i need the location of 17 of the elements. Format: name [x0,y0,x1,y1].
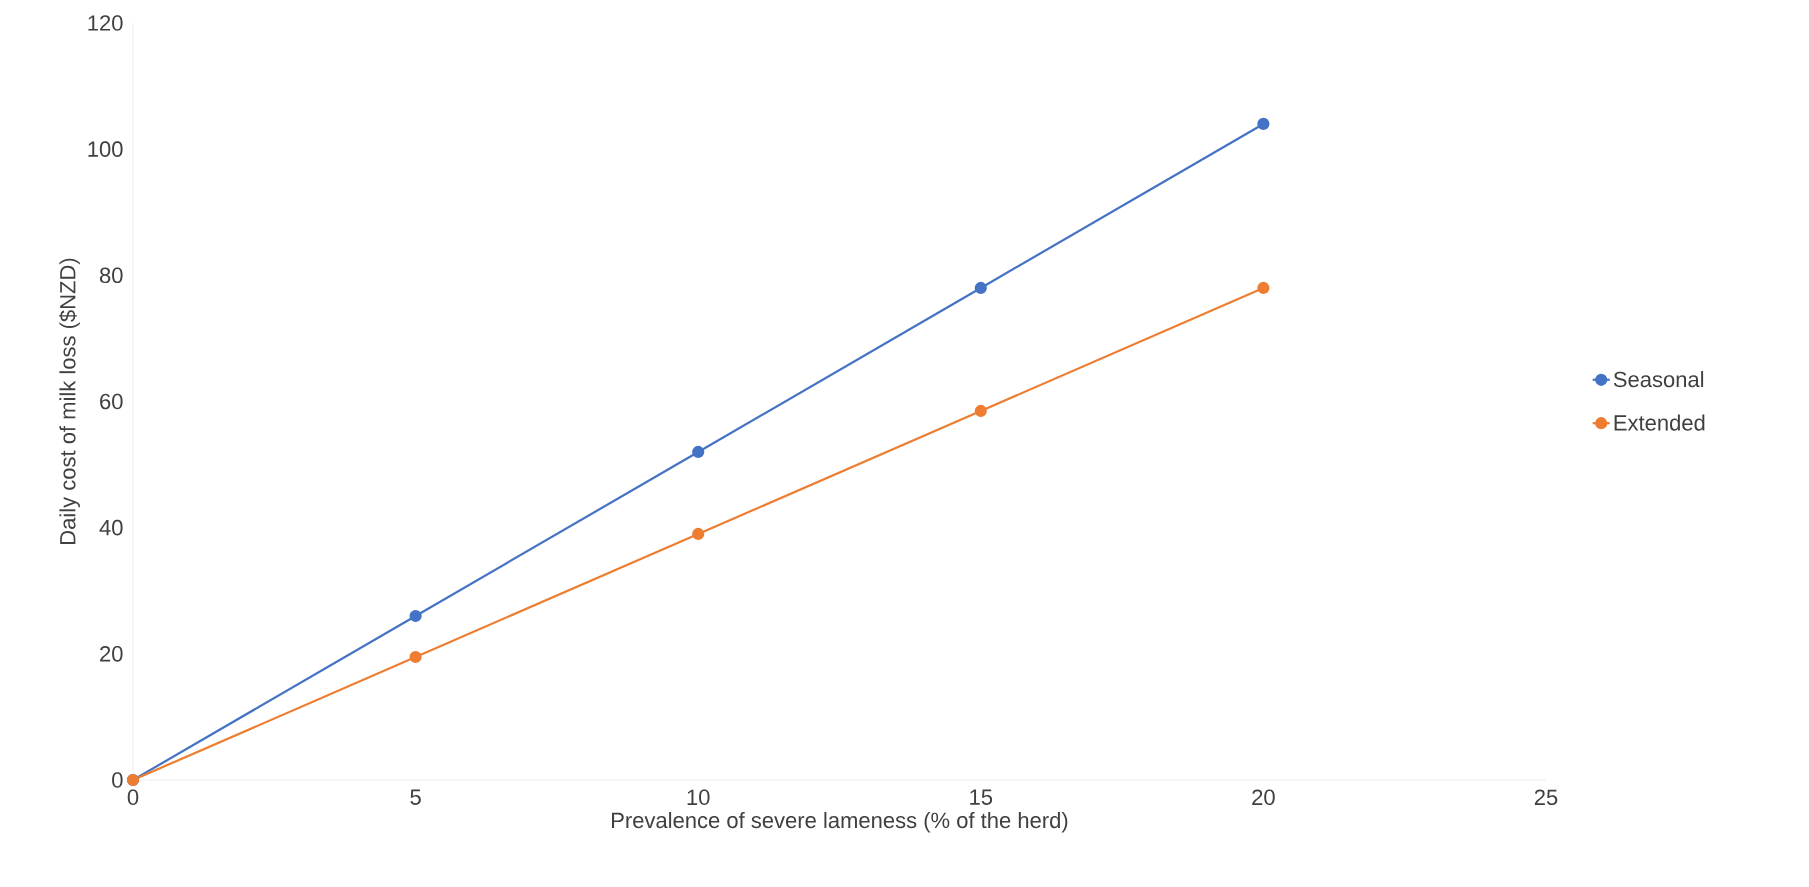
y-tick-label: 20 [100,646,123,662]
x-tick-label: 5 [410,789,421,805]
y-tick-label: 80 [99,267,123,284]
x-tick-label: 15 [970,789,993,805]
x-tick-label: 25 [1534,789,1558,806]
legend-label: Extended [1614,414,1705,431]
y-tick-label: 60 [100,393,123,410]
x-axis-title: Prevalence of severe lameness (% of the herd) [612,811,1068,833]
x-tick-label: 0 [127,789,139,806]
legend-label: Seasonal [1613,371,1704,388]
y-axis-title: Daily cost of milk loss ($NZD) [59,258,80,544]
x-tick-label: 10 [687,789,710,806]
y-tick-label: 0 [112,772,123,788]
x-tick-label: 20 [1252,789,1275,806]
y-tick-label: 40 [99,519,123,536]
y-tick-label: 100 [88,141,123,157]
y-tick-label: 120 [88,15,123,31]
